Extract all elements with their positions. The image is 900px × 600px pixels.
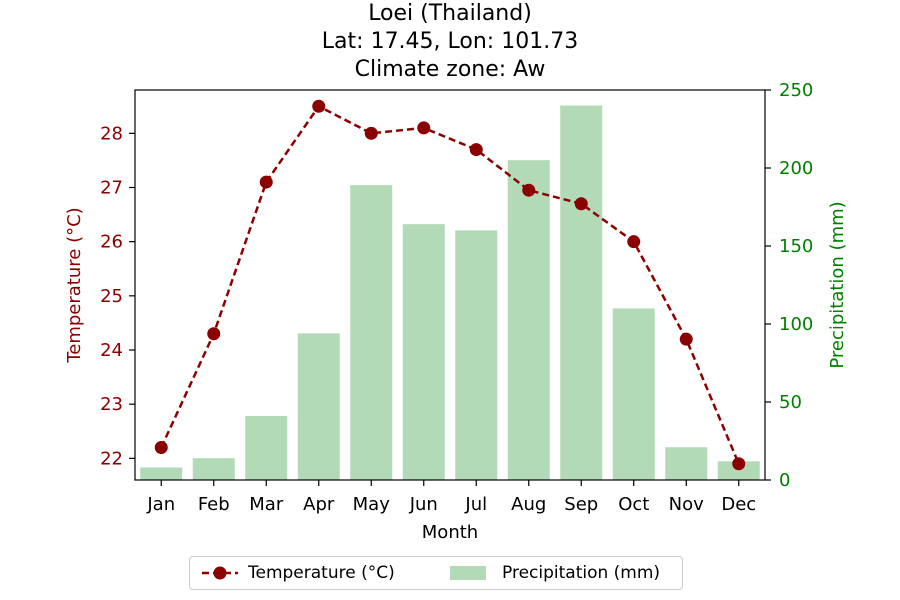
- precipitation-bars: [140, 105, 760, 480]
- precip-bar-jan: [140, 467, 183, 480]
- legend-label-temperature: Temperature (°C): [248, 563, 395, 583]
- month-tick-label: Sep: [564, 494, 598, 515]
- precip-bar-may: [350, 185, 393, 480]
- legend-label-precipitation: Precipitation (mm): [502, 563, 661, 583]
- month-tick-label: Aug: [511, 494, 546, 515]
- precip-bar-sep: [560, 105, 603, 480]
- month-tick-label: Feb: [198, 494, 230, 515]
- chart-title: Loei (Thailand) Lat: 17.45, Lon: 101.73 …: [0, 0, 900, 84]
- temp-point-feb: [207, 327, 221, 341]
- temperature-axis: 22 23 24 25 26 27 28: [100, 123, 135, 469]
- precipitation-axis-label: Precipitation (mm): [827, 201, 848, 368]
- title-line-1: Loei (Thailand): [368, 1, 532, 26]
- temp-tick-label: 23: [100, 394, 123, 415]
- legend-line-swatch: [202, 566, 238, 580]
- temp-point-jun: [417, 121, 431, 135]
- temperature-series: [154, 99, 746, 471]
- precip-bar-aug: [507, 160, 550, 480]
- precip-bar-feb: [192, 458, 235, 480]
- x-axis-label: Month: [422, 522, 478, 543]
- precip-tick-label: 150: [779, 236, 813, 257]
- plot-frame: [134, 89, 766, 481]
- month-tick-label: Oct: [618, 494, 649, 515]
- temp-tick-label: 26: [100, 232, 123, 253]
- temp-point-jan: [154, 441, 168, 454]
- temp-point-aug: [522, 183, 536, 197]
- month-tick-label: Apr: [303, 494, 335, 515]
- temp-point-jul: [469, 143, 483, 157]
- temp-tick-label: 27: [100, 178, 123, 199]
- temp-point-apr: [312, 99, 326, 113]
- month-tick-label: Jan: [146, 494, 175, 515]
- temp-point-dec: [732, 457, 746, 471]
- temp-point-oct: [627, 235, 641, 249]
- month-tick-label: Mar: [249, 494, 284, 515]
- temperature-axis-label: Temperature (°C): [64, 207, 85, 363]
- legend-item-precipitation: Precipitation (mm): [448, 563, 660, 583]
- temp-point-nov: [679, 332, 693, 346]
- precip-tick-label: 50: [779, 392, 802, 413]
- precip-bar-dec: [717, 461, 760, 480]
- temp-point-sep: [574, 197, 588, 211]
- precip-bar-mar: [245, 416, 288, 480]
- precip-bar-jun: [402, 224, 445, 480]
- temp-tick-label: 24: [100, 340, 123, 361]
- precip-bar-oct: [612, 308, 655, 480]
- precip-tick-label: 250: [779, 80, 813, 101]
- month-axis: Jan Feb Mar Apr May Jun Jul Aug Sep Oct Nov Dec: [146, 480, 756, 515]
- month-tick-label: Jul: [464, 494, 487, 515]
- temp-tick-label: 25: [100, 286, 123, 307]
- month-tick-label: May: [353, 494, 391, 515]
- month-tick-label: Dec: [721, 494, 756, 515]
- title-line-3: Climate zone: Aw: [354, 57, 546, 82]
- temp-point-mar: [259, 175, 273, 189]
- month-tick-label: Nov: [669, 494, 704, 515]
- legend: Temperature (°C) Precipitation (mm): [189, 556, 683, 590]
- precip-tick-label: 200: [779, 158, 813, 179]
- temp-tick-label: 28: [100, 123, 123, 144]
- legend-bar-swatch: [450, 566, 486, 580]
- precip-bar-nov: [665, 447, 708, 480]
- precipitation-axis: 0 50 100 150 200 250: [765, 80, 813, 491]
- temperature-line: [160, 104, 740, 465]
- precip-bar-apr: [297, 333, 340, 480]
- precip-bar-jul: [455, 230, 498, 480]
- legend-item-temperature: Temperature (°C): [200, 563, 395, 583]
- precip-tick-label: 100: [779, 314, 813, 335]
- temp-point-may: [364, 126, 378, 140]
- precip-tick-label: 0: [779, 470, 790, 491]
- temp-tick-label: 22: [100, 448, 123, 469]
- title-line-2: Lat: 17.45, Lon: 101.73: [321, 29, 579, 54]
- month-tick-label: Jun: [409, 494, 438, 515]
